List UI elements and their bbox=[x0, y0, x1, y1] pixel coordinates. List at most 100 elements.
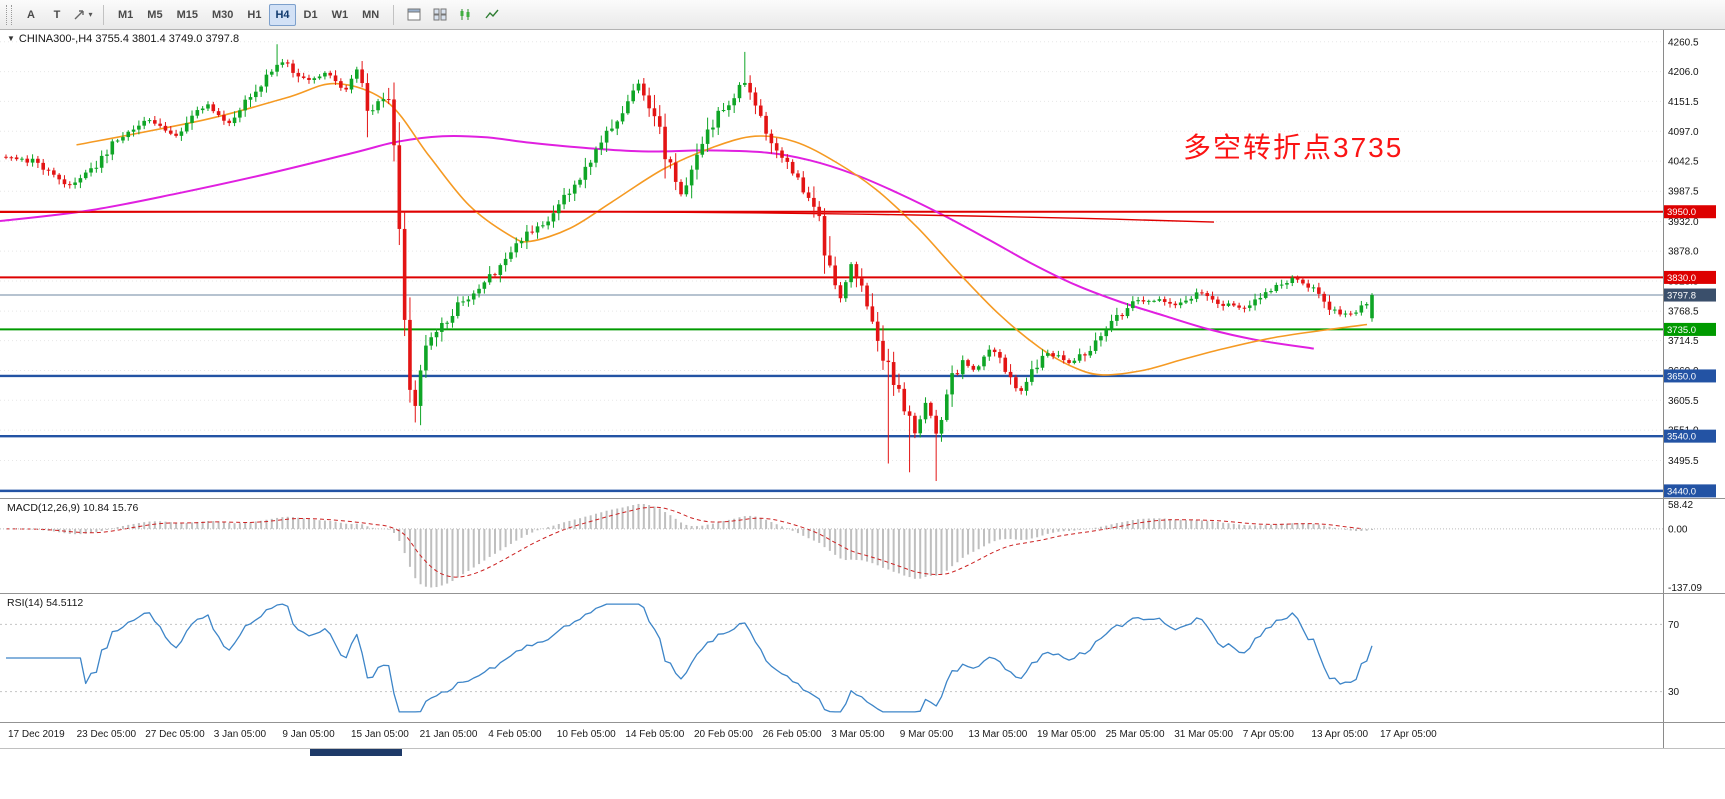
toolbar-separator bbox=[393, 4, 395, 25]
symbol-ohlc-text: CHINA300-,H4 3755.4 3801.4 3749.0 3797.8 bbox=[18, 33, 240, 45]
chart-annotation-text[interactable]: 多空转折点3735 bbox=[1183, 132, 1404, 163]
time-axis-label: 13 Apr 05:00 bbox=[1311, 729, 1369, 740]
svg-text:3878.0: 3878.0 bbox=[1668, 247, 1699, 258]
rsi-pane: 70 30 RSI(14) 54.5112 bbox=[0, 594, 1725, 723]
rsi-label: RSI(14) 54.5112 bbox=[7, 597, 84, 609]
svg-text:3830.0: 3830.0 bbox=[1667, 273, 1696, 284]
time-axis-label: 23 Dec 05:00 bbox=[76, 729, 137, 740]
svg-text:3650.0: 3650.0 bbox=[1667, 371, 1696, 382]
timeframe-m5-button[interactable]: M5 bbox=[147, 8, 163, 21]
taskbar-sliver bbox=[310, 749, 402, 756]
text-a-button[interactable]: A bbox=[27, 8, 35, 21]
timeframe-h4-button[interactable]: H4 bbox=[269, 3, 296, 26]
time-axis-label: 17 Dec 2019 bbox=[8, 729, 65, 740]
svg-text:3932.0: 3932.0 bbox=[1668, 217, 1699, 228]
time-axis-label: 17 Apr 05:00 bbox=[1380, 729, 1437, 740]
main-chart-svg[interactable]: 4260.5 4206.0 4151.5 4097.0 4042.5 3987.5 3932… bbox=[0, 30, 1725, 498]
svg-text:4260.5: 4260.5 bbox=[1668, 37, 1699, 48]
svg-text:3540.0: 3540.0 bbox=[1667, 432, 1696, 443]
candle-chart-button[interactable] bbox=[454, 4, 478, 26]
svg-text:3768.5: 3768.5 bbox=[1668, 307, 1699, 318]
toolbar-separator bbox=[103, 4, 104, 25]
timeframe-m15-button[interactable]: M15 bbox=[176, 8, 198, 21]
tile-windows-button[interactable] bbox=[428, 4, 452, 26]
macd-axis-labels: 58.42 0.00 -137.09 bbox=[1668, 500, 1702, 593]
time-axis-label: 7 Apr 05:00 bbox=[1242, 729, 1294, 740]
toolbar-grip[interactable] bbox=[6, 4, 12, 25]
time-axis-label: 26 Feb 05:00 bbox=[762, 729, 822, 740]
symbol-ohlc-header[interactable]: ▼ CHINA300-,H4 3755.4 3801.4 3749.0 3797.… bbox=[7, 33, 239, 45]
svg-text:3440.0: 3440.0 bbox=[1667, 486, 1696, 497]
arrow-tool-button[interactable]: ▾ bbox=[71, 4, 95, 26]
macd-signal-line bbox=[5, 506, 1362, 578]
svg-text:3950.0: 3950.0 bbox=[1667, 207, 1696, 218]
svg-text:3714.5: 3714.5 bbox=[1668, 336, 1699, 347]
price-axis-tags: 3950.0 3830.0 3735.0 3650.0 3540.0 3440.0 3797… bbox=[1664, 205, 1716, 498]
time-axis-label: 14 Feb 05:00 bbox=[625, 729, 685, 740]
time-axis-label: 4 Feb 05:00 bbox=[488, 729, 542, 740]
svg-text:4042.5: 4042.5 bbox=[1668, 157, 1699, 168]
svg-text:3605.5: 3605.5 bbox=[1668, 396, 1699, 407]
svg-text:4206.0: 4206.0 bbox=[1668, 67, 1699, 78]
time-axis-label: 9 Jan 05:00 bbox=[282, 729, 335, 740]
svg-text:30: 30 bbox=[1668, 687, 1680, 698]
candle-chart-icon bbox=[460, 9, 470, 20]
macd-label: MACD(12,26,9) 10.84 15.76 bbox=[7, 502, 139, 514]
indicator-line-icon bbox=[485, 9, 499, 19]
time-axis-label: 3 Jan 05:00 bbox=[213, 729, 267, 740]
time-axis-label: 31 Mar 05:00 bbox=[1174, 729, 1234, 740]
moving-averages-layer bbox=[0, 82, 1368, 376]
tile-windows-icon bbox=[433, 8, 447, 21]
ma-200 bbox=[0, 210, 1215, 223]
symbol-dropdown-icon[interactable]: ▼ bbox=[7, 34, 15, 43]
indicator-line-button[interactable] bbox=[480, 4, 504, 26]
price-axis-labels: 4260.5 4206.0 4151.5 4097.0 4042.5 3987.5 3932… bbox=[1668, 37, 1699, 497]
time-axis[interactable]: 17 Dec 2019 23 Dec 05:00 27 Dec 05:00 3 Jan… bbox=[0, 723, 1725, 749]
text-t-button[interactable]: T bbox=[53, 8, 61, 21]
time-axis-label: 9 Mar 05:00 bbox=[899, 729, 954, 740]
new-window-button[interactable] bbox=[402, 4, 426, 26]
timeframe-w1-button[interactable]: W1 bbox=[331, 8, 349, 21]
ma-slow bbox=[0, 134, 1314, 350]
svg-text:3735.0: 3735.0 bbox=[1667, 325, 1696, 336]
top-toolbar: A T ▾ M1 M5 M15 M30 H1 H4 D1 W1 MN bbox=[0, 0, 1725, 30]
svg-text:3495.5: 3495.5 bbox=[1668, 456, 1699, 467]
macd-pane: 58.42 0.00 -137.09 MACD(12,26,9) 10.84 15.… bbox=[0, 499, 1725, 594]
timeframe-m30-button[interactable]: M30 bbox=[211, 8, 234, 21]
timeframe-d1-button[interactable]: D1 bbox=[303, 8, 318, 21]
macd-histogram bbox=[10, 503, 1373, 588]
svg-text:3987.5: 3987.5 bbox=[1668, 187, 1699, 198]
timeframe-mn-button[interactable]: MN bbox=[362, 8, 380, 21]
svg-text:-137.09: -137.09 bbox=[1668, 583, 1702, 593]
time-axis-label: 10 Feb 05:00 bbox=[556, 729, 616, 740]
svg-text:4151.5: 4151.5 bbox=[1668, 97, 1699, 108]
svg-text:3797.8: 3797.8 bbox=[1667, 291, 1696, 302]
arrow-icon bbox=[74, 10, 85, 20]
time-axis-label: 25 Mar 05:00 bbox=[1105, 729, 1165, 740]
time-axis-label: 13 Mar 05:00 bbox=[968, 729, 1028, 740]
axis-corner-line bbox=[1663, 723, 1664, 748]
rsi-levels bbox=[0, 623, 1663, 693]
time-axis-label: 15 Jan 05:00 bbox=[351, 729, 409, 740]
rsi-svg[interactable]: 70 30 bbox=[0, 594, 1725, 722]
rsi-axis-labels: 70 30 bbox=[1668, 620, 1680, 698]
ma-mid bbox=[76, 82, 1368, 376]
time-axis-label: 27 Dec 05:00 bbox=[145, 729, 205, 740]
timeframe-toolbar: M1 M5 M15 M30 H1 H4 D1 W1 MN bbox=[111, 3, 386, 26]
timeframe-h1-button[interactable]: H1 bbox=[247, 8, 262, 21]
time-axis-label: 19 Mar 05:00 bbox=[1037, 729, 1096, 740]
candles-layer bbox=[4, 44, 1374, 482]
horizontal-level-lines bbox=[0, 210, 1663, 493]
chevron-down-icon: ▾ bbox=[88, 10, 93, 19]
new-window-icon bbox=[407, 8, 421, 21]
svg-text:70: 70 bbox=[1668, 620, 1680, 631]
footer-area bbox=[0, 749, 1725, 799]
rsi-line bbox=[6, 603, 1373, 713]
macd-svg[interactable]: 58.42 0.00 -137.09 bbox=[0, 499, 1725, 593]
svg-text:58.42: 58.42 bbox=[1668, 500, 1693, 511]
timeframe-m1-button[interactable]: M1 bbox=[118, 8, 134, 21]
main-chart-pane: 4260.5 4206.0 4151.5 4097.0 4042.5 3987.5 3932… bbox=[0, 30, 1725, 499]
time-axis-label: 3 Mar 05:00 bbox=[831, 729, 885, 740]
time-axis-label: 20 Feb 05:00 bbox=[694, 729, 753, 740]
svg-text:0.00: 0.00 bbox=[1668, 524, 1688, 535]
